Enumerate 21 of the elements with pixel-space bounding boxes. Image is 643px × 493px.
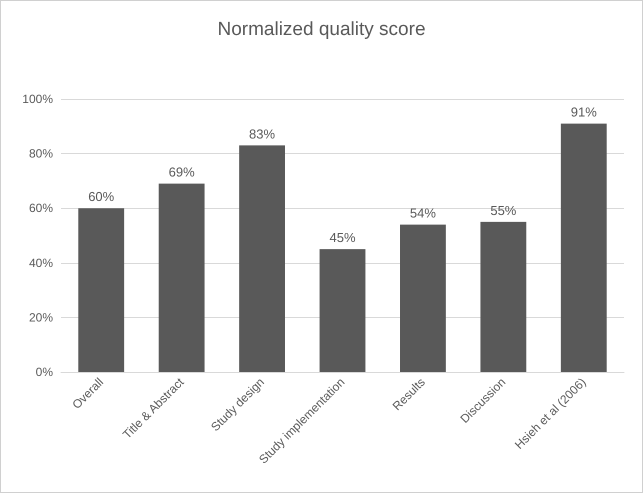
y-tick-label: 100%	[22, 92, 54, 106]
data-label: 45%	[329, 230, 356, 246]
data-label: 83%	[249, 126, 276, 142]
y-tick-label: 60%	[28, 201, 54, 216]
y-tick-label: 20%	[28, 310, 54, 324]
y-tick-label: 40%	[28, 256, 54, 270]
bar	[480, 222, 526, 372]
chart-title: Normalized quality score	[217, 19, 426, 40]
bar	[158, 184, 205, 372]
bar	[239, 145, 285, 372]
data-label: 69%	[168, 164, 196, 180]
y-tick-label: 80%	[28, 146, 54, 161]
bar	[78, 208, 124, 372]
data-label: 55%	[490, 202, 517, 218]
y-tick-label: 0%	[36, 365, 54, 379]
data-label: 60%	[88, 189, 115, 204]
data-label: 54%	[410, 206, 436, 221]
bar	[400, 224, 446, 372]
data-label: 91%	[570, 104, 598, 120]
bar	[320, 249, 366, 372]
bar	[560, 124, 607, 372]
